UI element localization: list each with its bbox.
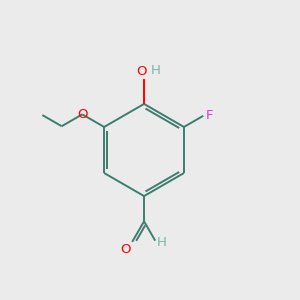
Text: O: O (136, 65, 147, 78)
Text: O: O (120, 242, 131, 256)
Text: O: O (77, 108, 88, 121)
Text: H: H (157, 236, 166, 249)
Text: F: F (205, 109, 213, 122)
Text: H: H (151, 64, 160, 76)
